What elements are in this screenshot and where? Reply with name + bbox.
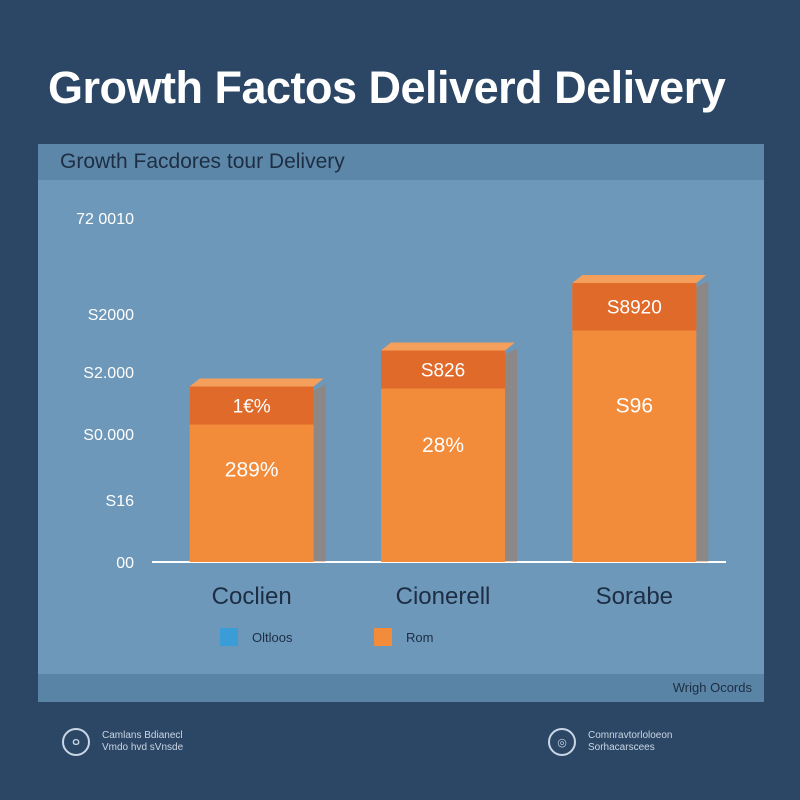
footer-logo-right-text: Comnravtorloloeon Sorhacarscees: [588, 730, 673, 754]
legend-label-rom: Rom: [406, 629, 434, 645]
bar-top-label-coclien: 1€%: [233, 397, 271, 418]
footer-logo-right: ◎ Comnravtorloloeon Sorhacarscees: [548, 728, 673, 756]
page-title: Growth Factos Deliverd Delivery: [48, 62, 726, 113]
bar-top-segment-sorabe: [572, 283, 697, 331]
bar-value-label-sorabe: S96: [616, 395, 653, 418]
x-category-label-coclien: Coclien: [212, 583, 292, 610]
bar-depth-coclien: [313, 384, 326, 562]
footer-logo-left: ㅇ Camlans Bdianecl Vmdo hvd sVnsde: [62, 728, 183, 756]
y-tick-label: S0.000: [83, 427, 134, 444]
logo-badge-icon: ㅇ: [62, 728, 90, 756]
legend-item-rom: Rom: [374, 628, 433, 646]
legend-label-oltloos: Oltloos: [252, 629, 293, 645]
y-tick-label: 72 0010: [76, 211, 134, 228]
bar-top-segment-coclien: [189, 386, 314, 425]
logo-seal-icon: ◎: [548, 728, 576, 756]
panel-footer: Wrigh Ocords: [38, 674, 764, 702]
bar-top-segment-cionerell: [381, 350, 505, 389]
chart-panel: Growth Facdores tour Delivery 00 S16 S0.00…: [38, 144, 764, 702]
footer-logo-left-line-2: Vmdo hvd sVnsde: [102, 742, 184, 753]
bar-top-label-sorabe: S8920: [607, 298, 662, 319]
bar-depth-cionerell: [505, 348, 517, 562]
bar-value-label-coclien: 289%: [225, 459, 279, 482]
x-category-label-cionerell: Cionerell: [396, 583, 491, 610]
footer-logo-right-line-1: Comnravtorloloeon: [588, 730, 673, 741]
bar-top-face-cionerell: [381, 342, 515, 351]
bar-value-label-cionerell: 28%: [422, 434, 464, 457]
bar-top-label-cionerell: S826: [421, 361, 465, 382]
chart-legend: Oltloos Rom: [38, 628, 764, 652]
footer-logo-left-line-1: Camlans Bdianecl: [102, 730, 183, 741]
bar-chart: 00 S16 S0.000 S2.000 S2000 72 0010 1€% 289% Cocl…: [76, 211, 726, 610]
footer-note: Wrigh Ocords: [672, 680, 752, 695]
legend-swatch-rom: [374, 628, 392, 646]
y-tick-label: 00: [116, 555, 134, 572]
footer-logo-left-text: Camlans Bdianecl Vmdo hvd sVnsde: [102, 730, 183, 754]
footer-logo-right-line-2: Sorhacarscees: [588, 742, 655, 753]
y-tick-label: S2.000: [83, 365, 134, 382]
x-category-label-sorabe: Sorabe: [596, 583, 673, 610]
bar-top-face-sorabe: [572, 275, 707, 283]
bar-depth-sorabe: [696, 281, 709, 562]
legend-swatch-oltloos: [220, 628, 238, 646]
panel-header: Growth Facdores tour Delivery: [38, 144, 764, 180]
bar-top-face-coclien: [189, 378, 324, 387]
chart-title: Growth Facdores tour Delivery: [60, 150, 345, 173]
y-tick-label: S16: [106, 493, 135, 510]
y-tick-label: S2000: [88, 307, 134, 324]
legend-item-oltloos: Oltloos: [220, 628, 292, 646]
